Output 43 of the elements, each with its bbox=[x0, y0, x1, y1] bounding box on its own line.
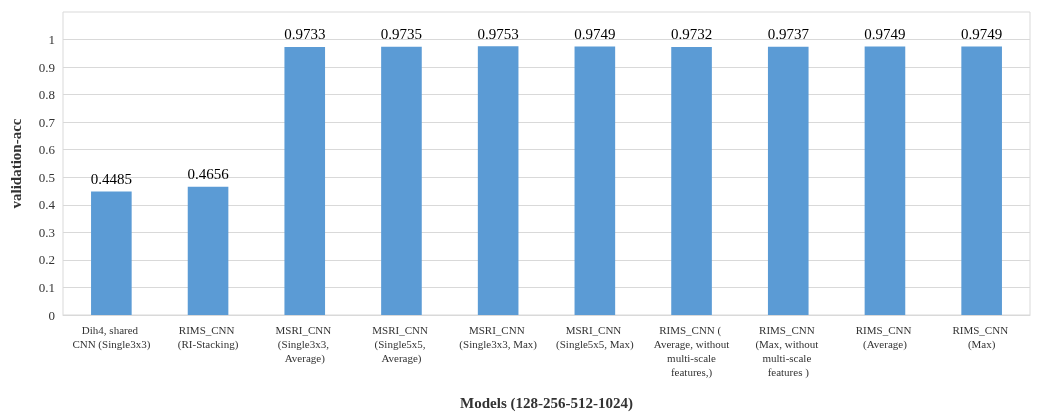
data-label: 0.9749 bbox=[961, 25, 1003, 42]
y-tick-label: 1 bbox=[48, 32, 55, 48]
x-tick-label: RIMS_CNN ( Average, without multi-scale features,) bbox=[653, 324, 730, 379]
y-tick-label: 0.4 bbox=[38, 197, 56, 213]
data-label: 0.9733 bbox=[284, 26, 326, 43]
bar bbox=[574, 46, 616, 315]
data-label: 0.9749 bbox=[574, 25, 616, 42]
bar bbox=[864, 46, 906, 315]
y-tick-label: 0.3 bbox=[38, 224, 55, 240]
y-tick-label: 0 bbox=[48, 307, 55, 323]
x-tick-label: RIMS_CNN (Average) bbox=[855, 324, 915, 351]
x-axis-title: Models (128-256-512-1024) bbox=[460, 394, 633, 412]
bar bbox=[767, 46, 809, 315]
y-tick-label: 0.7 bbox=[38, 114, 56, 130]
data-label: 0.9753 bbox=[477, 25, 519, 42]
y-tick-label: 0.6 bbox=[38, 142, 56, 158]
data-label: 0.4656 bbox=[187, 166, 230, 183]
bar bbox=[477, 46, 519, 315]
x-tick-label: MSRI_CNN (Single3x3, Average) bbox=[275, 324, 334, 365]
x-tick-label: MSRI_CNN (Single3x3, Max) bbox=[459, 324, 538, 351]
x-tick-label: MSRI_CNN (Single5x5, Max) bbox=[556, 324, 634, 351]
data-label: 0.9732 bbox=[670, 26, 713, 43]
x-tick-label: Dih4, shared CNN (Single3x3) bbox=[72, 324, 151, 351]
bar bbox=[284, 46, 326, 315]
data-label: 0.9735 bbox=[380, 26, 423, 43]
bar bbox=[187, 186, 229, 315]
y-tick-label: 0.5 bbox=[38, 169, 55, 185]
bar bbox=[381, 46, 422, 315]
x-tick-label: MSRI_CNN (Single5x5, Average) bbox=[372, 324, 431, 365]
bar bbox=[961, 46, 1002, 315]
y-tick-label: 0.2 bbox=[38, 252, 55, 268]
y-axis-title: validation-acc bbox=[7, 118, 24, 209]
bar bbox=[91, 191, 132, 315]
data-label: 0.9749 bbox=[864, 25, 906, 42]
x-tick-label: RIMS_CNN (Max) bbox=[952, 324, 1011, 351]
y-tick-label: 0.1 bbox=[38, 279, 55, 295]
bar bbox=[671, 46, 712, 315]
data-label: 0.4485 bbox=[90, 170, 132, 187]
x-tick-label: RIMS_CNN (Max, without multi-scale features ) bbox=[755, 324, 822, 379]
x-tick-label: RIMS_CNN (RI-Stacking) bbox=[177, 324, 239, 351]
data-label: 0.9737 bbox=[767, 26, 810, 43]
y-tick-label: 0.9 bbox=[38, 59, 55, 75]
y-tick-label: 0.8 bbox=[38, 87, 55, 103]
